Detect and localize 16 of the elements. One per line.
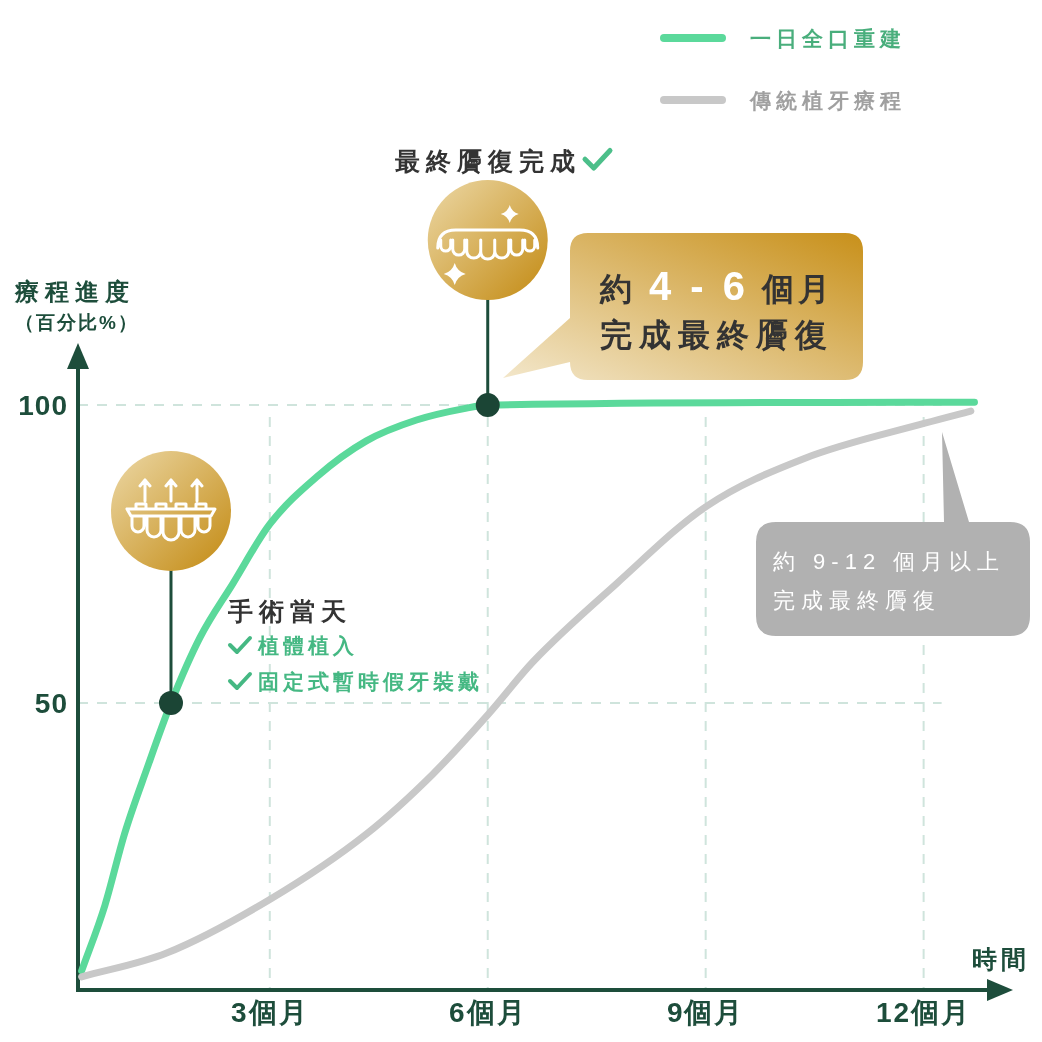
y-tick-label: 100 [18,390,68,422]
annotation: 約 9-12 個月以上完成最終贗復 [773,549,1006,613]
legend-label: 傳統植牙療程 [749,89,906,112]
annotation: 植體植入 [257,634,358,657]
y-tick-label: 50 [34,687,68,719]
annotation: 固定式暫時假牙裝戴 [258,670,483,693]
legend-label: 一日全口重建 [750,27,906,50]
text: 約 4 - 6 個月完成最終贗復 [599,264,834,353]
x-tick-label: 12個月 [876,997,972,1028]
text: 最終贗復完成 [394,147,581,175]
x-tick-label: 3個月 [231,997,309,1028]
y-axis-title: 療程進度（百分比%） [14,278,139,333]
annotation: 手術當天 [227,597,352,625]
x-axis-title: 時間 [972,945,1030,973]
x-tick-label: 6個月 [448,997,527,1028]
x-tick-label: 9個月 [666,997,745,1028]
